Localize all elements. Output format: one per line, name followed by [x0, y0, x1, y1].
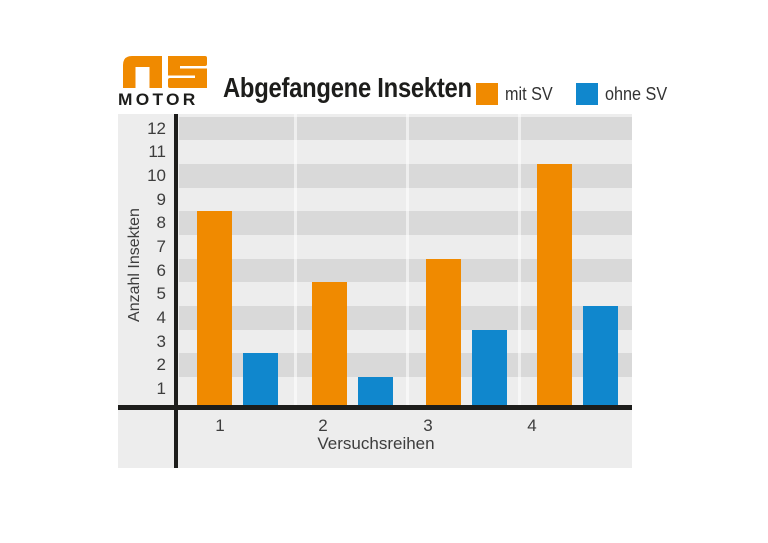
- bar-ohne-sv-2: [357, 377, 393, 407]
- category-separator-3: [517, 114, 521, 405]
- logo-wordmark: MOTOR: [118, 90, 199, 109]
- chart-title: Abgefangene Insekten: [223, 72, 472, 103]
- bar-mit-sv-4: [536, 164, 572, 407]
- y-tick-2: 2: [156, 355, 166, 375]
- y-tick-9: 9: [156, 189, 166, 209]
- y-axis-line: [174, 114, 178, 468]
- logo-letter-s: [168, 56, 207, 88]
- y-tick-3: 3: [156, 331, 166, 351]
- x-tick-3: 3: [423, 416, 433, 435]
- y-tick-7: 7: [156, 236, 166, 256]
- category-separator-2: [405, 114, 409, 405]
- bar-ohne-sv-1: [243, 353, 278, 407]
- legend-label-ohne-sv: ohne SV: [605, 83, 668, 104]
- y-tick-8: 8: [156, 213, 166, 233]
- logo-letter-a: [123, 56, 162, 88]
- x-tick-4: 4: [527, 416, 537, 435]
- legend-swatch-ohne-sv: [576, 83, 598, 105]
- bar-ohne-sv-4: [582, 306, 618, 407]
- bar-mit-sv-3: [425, 258, 461, 407]
- bar-ohne-sv-3: [471, 329, 507, 407]
- legend-item-mit-sv: mit SV: [476, 83, 558, 105]
- legend-swatch-mit-sv: [476, 83, 498, 105]
- y-tick-5: 5: [156, 284, 166, 304]
- y-tick-4: 4: [156, 307, 166, 327]
- as-motor-logo: MOTOR: [118, 56, 214, 110]
- x-axis-line: [118, 405, 632, 410]
- y-tick-6: 6: [156, 260, 166, 280]
- x-tick-2: 2: [318, 416, 328, 435]
- y-tick-11: 11: [148, 142, 166, 162]
- y-tick-12: 12: [147, 118, 166, 138]
- x-tick-1: 1: [215, 416, 225, 435]
- x-axis-title: Versuchsreihen: [317, 434, 435, 453]
- plot-area: [179, 114, 632, 407]
- legend-item-ohne-sv: ohne SV: [576, 83, 674, 105]
- bar-mit-sv-1: [197, 211, 232, 407]
- y-axis-title: Anzahl Insekten: [126, 208, 143, 322]
- y-tick-10: 10: [147, 165, 166, 185]
- bar-mit-sv-2: [311, 282, 347, 407]
- as-logo-mark: [123, 56, 207, 88]
- category-separator-1: [293, 114, 297, 405]
- legend-label-mit-sv: mit SV: [505, 83, 553, 104]
- y-tick-1: 1: [156, 378, 166, 398]
